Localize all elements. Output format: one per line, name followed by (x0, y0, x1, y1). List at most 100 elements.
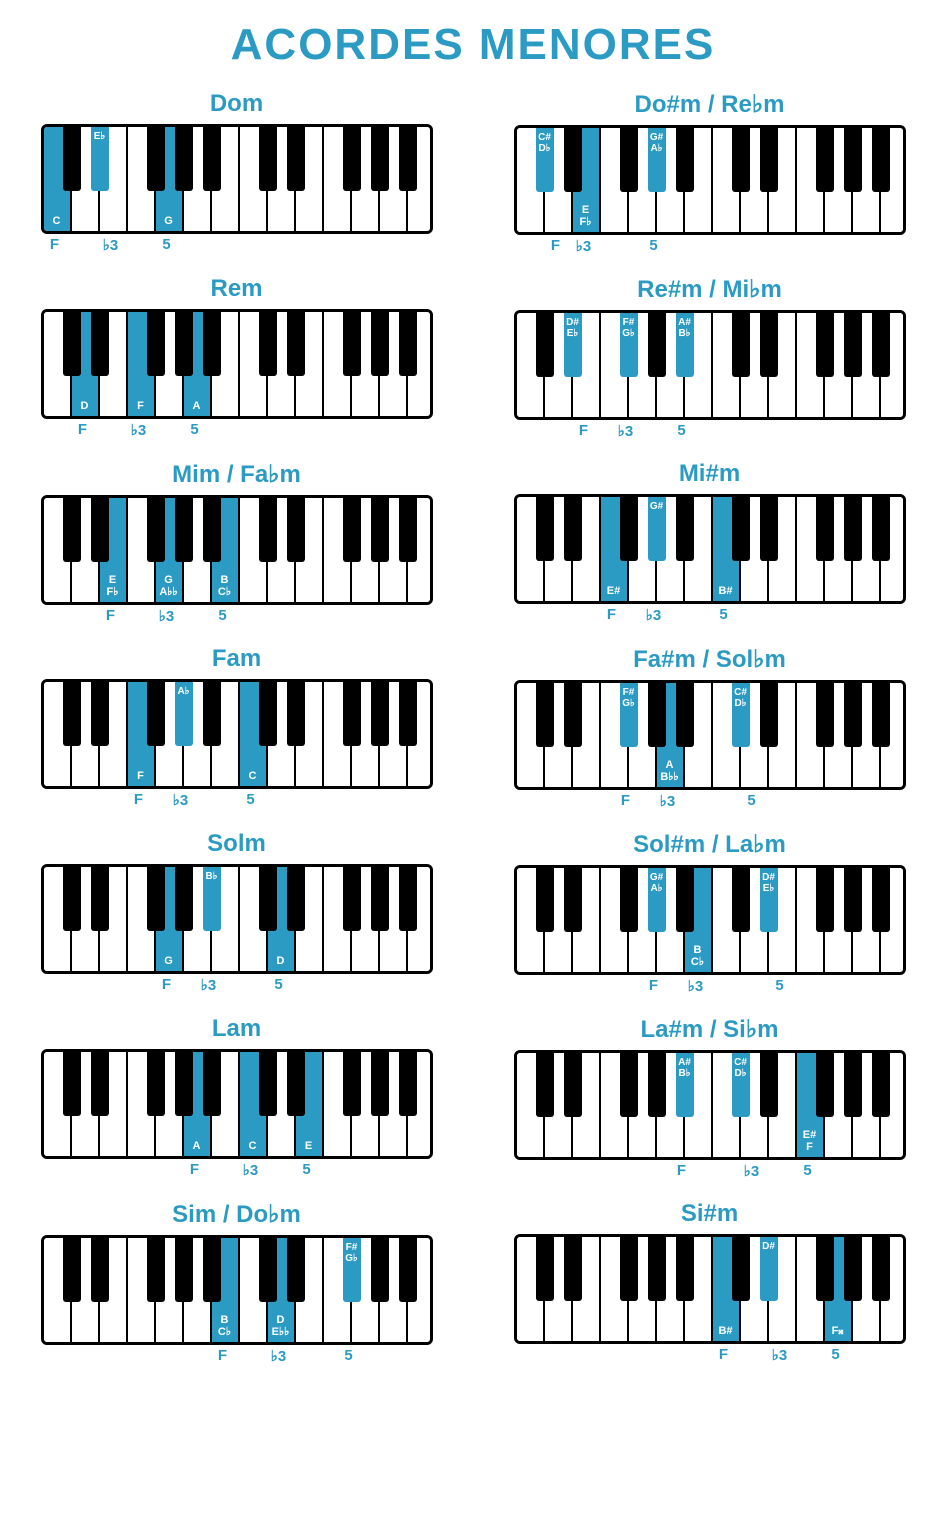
black-key (147, 1238, 165, 1302)
black-key (371, 312, 389, 376)
interval-label: 5 (775, 977, 783, 994)
chord-name: Mi#m (679, 460, 740, 488)
black-key (343, 127, 361, 191)
black-key (287, 312, 305, 376)
page-title: ACORDES MENORES (20, 20, 926, 70)
interval-label: ♭3 (103, 236, 118, 254)
chord-name: Sim / Do♭m (172, 1200, 301, 1229)
keyboard: E F♭G A♭♭B C♭ (41, 495, 433, 605)
key-label: E# (607, 585, 620, 597)
key-label: F# G♭ (622, 687, 635, 709)
key-label: G# A♭ (650, 132, 663, 154)
chord-diagram: Sol#m / La♭mB C♭G# A♭D# E♭F♭35 (493, 830, 926, 997)
black-key (844, 868, 862, 932)
black-key (371, 498, 389, 562)
black-key (844, 497, 862, 561)
black-key (536, 1053, 554, 1117)
chord-name: Fam (212, 645, 261, 673)
key-label: A# B♭ (678, 1057, 691, 1079)
key-label: E F♭ (580, 204, 592, 228)
keyboard: B C♭G# A♭D# E♭ (514, 865, 906, 975)
key-label: C (249, 1140, 257, 1152)
key-label: A (193, 1140, 201, 1152)
black-key (536, 313, 554, 377)
black-key (676, 868, 694, 932)
black-key (564, 868, 582, 932)
black-key (399, 1238, 417, 1302)
interval-label: ♭3 (688, 977, 703, 995)
black-key (536, 497, 554, 561)
chord-diagram: La#m / Si♭mE# FA# B♭C# D♭F♭35 (493, 1015, 926, 1182)
black-key (259, 867, 277, 931)
interval-row: F♭35 (514, 792, 906, 812)
interval-label: ♭3 (159, 607, 174, 625)
black-key (287, 1238, 305, 1302)
black-key (399, 312, 417, 376)
key-label: D# E♭ (762, 872, 775, 894)
black-key (147, 1052, 165, 1116)
black-key (816, 497, 834, 561)
black-key: F# G♭ (343, 1238, 361, 1302)
black-key (343, 1052, 361, 1116)
interval-row: F♭35 (41, 1161, 433, 1181)
chord-name: Re#m / Mi♭m (637, 275, 782, 304)
black-key: D# E♭ (564, 313, 582, 377)
black-key (816, 1053, 834, 1117)
black-key (676, 128, 694, 192)
interval-row: F♭35 (41, 421, 433, 441)
black-key (63, 127, 81, 191)
black-key (760, 313, 778, 377)
black-key (63, 312, 81, 376)
keyboard: CGE♭ (41, 124, 433, 234)
chord-diagram: Do#m / Re♭mE F♭C# D♭G# A♭F♭35 (493, 90, 926, 257)
black-key (343, 682, 361, 746)
black-key (91, 682, 109, 746)
black-key (399, 1052, 417, 1116)
key-label: A (193, 400, 201, 412)
black-key (620, 868, 638, 932)
interval-label: 5 (719, 606, 727, 623)
key-label: G (164, 955, 173, 967)
black-key (760, 683, 778, 747)
key-label: A B♭♭ (660, 759, 678, 783)
key-label: F𝄪 (832, 1325, 844, 1337)
black-key: G# A♭ (648, 868, 666, 932)
interval-label: F (134, 791, 143, 808)
black-key (63, 682, 81, 746)
black-key (844, 313, 862, 377)
interval-label: ♭3 (618, 422, 633, 440)
black-key: A♭ (175, 682, 193, 746)
black-key (760, 497, 778, 561)
black-key (872, 868, 890, 932)
key-label: B# (718, 585, 732, 597)
interval-label: 5 (803, 1162, 811, 1179)
chord-name: Do#m / Re♭m (634, 90, 784, 119)
chord-diagram: DomCGE♭F♭35 (20, 90, 453, 257)
black-key: D# E♭ (760, 868, 778, 932)
black-key (259, 498, 277, 562)
black-key (760, 1053, 778, 1117)
chord-name: Fa#m / Sol♭m (633, 645, 786, 674)
black-key (63, 1238, 81, 1302)
interval-label: 5 (831, 1346, 839, 1363)
key-label: D# E♭ (566, 317, 579, 339)
chord-name: Rem (210, 275, 262, 303)
interval-label: F (218, 1347, 227, 1364)
interval-label: F (162, 976, 171, 993)
key-label: F# G♭ (622, 317, 635, 339)
interval-label: ♭3 (201, 976, 216, 994)
black-key (564, 1053, 582, 1117)
black-key (399, 682, 417, 746)
black-key (91, 1238, 109, 1302)
black-key (259, 682, 277, 746)
interval-row: F♭35 (514, 1346, 906, 1366)
black-key (147, 312, 165, 376)
black-key (175, 312, 193, 376)
interval-row: F♭35 (41, 791, 433, 811)
black-key (287, 127, 305, 191)
chord-diagram: Sim / Do♭mB C♭D E♭♭F# G♭F♭35 (20, 1200, 453, 1367)
black-key (63, 1052, 81, 1116)
black-key (147, 498, 165, 562)
black-key (872, 683, 890, 747)
black-key (816, 128, 834, 192)
